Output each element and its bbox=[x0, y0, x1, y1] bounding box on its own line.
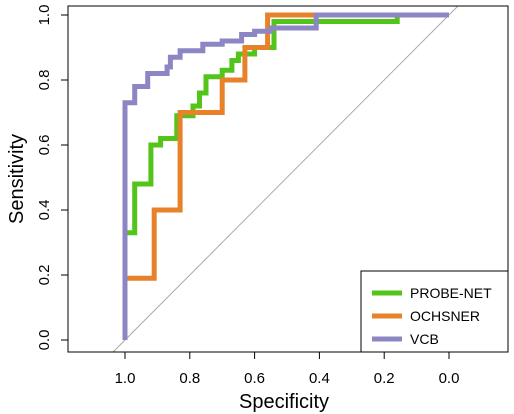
x-tick-label: 1.0 bbox=[115, 370, 136, 387]
y-tick-label: 0.4 bbox=[36, 200, 53, 221]
legend-label: PROBE-NET bbox=[410, 285, 492, 301]
x-tick-label: 0.2 bbox=[374, 370, 395, 387]
y-tick-label: 0.0 bbox=[36, 330, 53, 351]
reference-diagonal bbox=[112, 5, 459, 353]
y-tick-label: 1.0 bbox=[36, 5, 53, 26]
y-tick-label: 0.2 bbox=[36, 265, 53, 286]
legend: PROBE-NET OCHSNER VCB bbox=[360, 270, 509, 353]
x-axis: 1.0 0.8 0.6 0.4 0.2 0.0 bbox=[115, 351, 460, 387]
y-tick-label: 0.8 bbox=[36, 70, 53, 91]
x-tick-label: 0.4 bbox=[309, 370, 330, 387]
y-axis: 0.0 0.2 0.4 0.6 0.8 1.0 bbox=[36, 5, 69, 351]
legend-label: OCHSNER bbox=[410, 308, 480, 324]
x-tick-label: 0.0 bbox=[439, 370, 460, 387]
roc-curve-vcb bbox=[122, 12, 449, 340]
roc-curve-ochsner bbox=[122, 12, 449, 340]
x-tick-label: 0.8 bbox=[179, 370, 200, 387]
y-axis-title: Sensitivity bbox=[6, 134, 28, 224]
legend-label: VCB bbox=[410, 331, 439, 347]
x-axis-title: Specificity bbox=[239, 391, 329, 413]
series-layer bbox=[122, 12, 449, 340]
y-tick-label: 0.6 bbox=[36, 135, 53, 156]
x-tick-label: 0.6 bbox=[244, 370, 265, 387]
